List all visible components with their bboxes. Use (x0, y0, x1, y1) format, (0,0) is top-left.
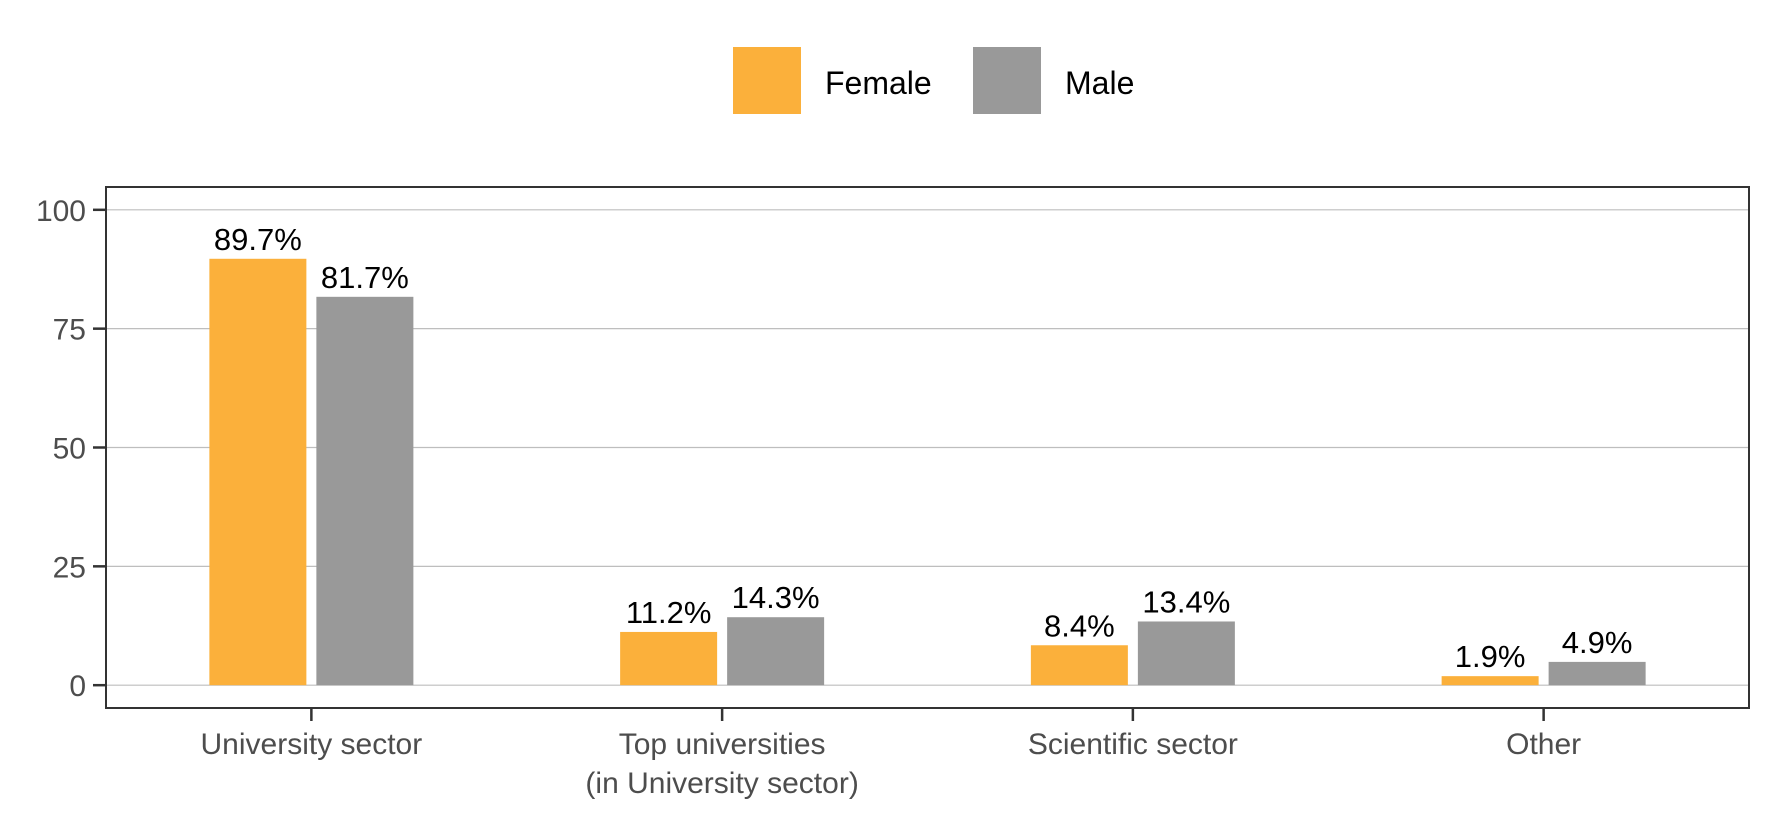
bar-male-2 (1137, 621, 1235, 686)
x-category-label-line: University sector (201, 728, 423, 761)
legend-label-female: Female (825, 65, 932, 101)
x-category-label-3: Other (1506, 728, 1581, 761)
x-category-label-line: (in University sector) (585, 767, 858, 800)
data-label-female-2: 8.4% (1044, 608, 1115, 643)
legend-label-male: Male (1065, 65, 1134, 101)
bar-female-3 (1441, 676, 1539, 686)
y-tick-label-100: 100 (36, 195, 86, 228)
bar-male-3 (1548, 661, 1646, 686)
y-tick-label-25: 25 (53, 551, 86, 584)
data-label-female-0: 89.7% (214, 222, 302, 257)
bar-female-0 (209, 258, 307, 686)
x-category-label-0: University sector (201, 728, 423, 761)
x-category-label-line: Top universities (619, 728, 826, 761)
y-tick-label-75: 75 (53, 314, 86, 347)
x-category-label-2: Scientific sector (1028, 728, 1238, 761)
bar-male-1 (727, 617, 825, 686)
y-tick-label-50: 50 (53, 433, 86, 466)
data-label-female-3: 1.9% (1455, 639, 1526, 674)
bar-male-0 (316, 296, 414, 686)
bar-female-1 (620, 631, 718, 686)
legend: Female Male (733, 47, 1134, 114)
x-category-label-1: Top universities (in University sector) (585, 728, 858, 800)
data-label-male-3: 4.9% (1562, 625, 1633, 660)
x-category-label-line: Other (1506, 728, 1581, 761)
x-category-label-line: Scientific sector (1028, 728, 1238, 761)
data-label-male-0: 81.7% (321, 260, 409, 295)
y-tick-label-0: 0 (69, 670, 86, 703)
bar-female-2 (1030, 645, 1128, 686)
data-label-female-1: 11.2% (626, 595, 712, 630)
legend-swatch-female (733, 47, 801, 114)
data-labels: 89.7% 11.2% 8.4% 1.9% 81.7% 14.3% 13.4% 4.9% (214, 222, 1633, 674)
bars (209, 258, 1646, 686)
y-axis: 0 25 50 75 100 (36, 195, 106, 703)
legend-swatch-male (973, 47, 1041, 114)
data-label-male-2: 13.4% (1142, 584, 1230, 619)
x-axis: University sector Top universities (in Uni… (201, 708, 1581, 800)
data-label-male-1: 14.3% (732, 580, 820, 615)
